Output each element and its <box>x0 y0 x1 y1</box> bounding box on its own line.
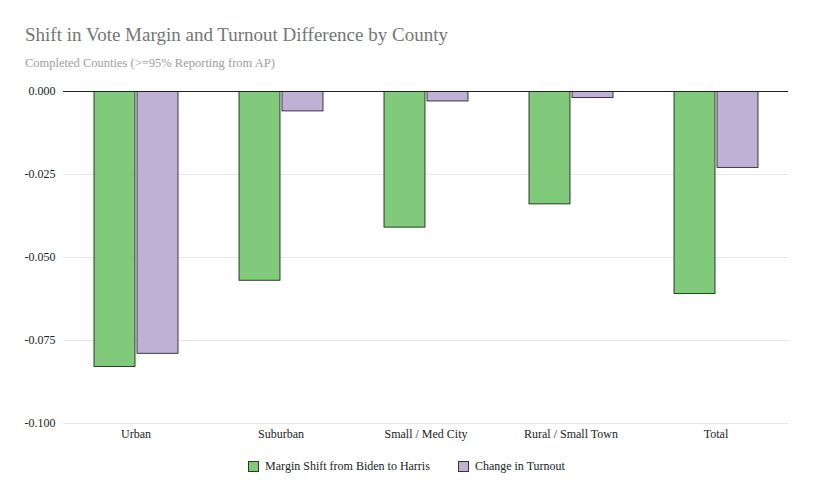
svg-text:Suburban: Suburban <box>258 427 304 441</box>
svg-text:-0.050: -0.050 <box>25 250 56 264</box>
svg-text:-0.075: -0.075 <box>25 333 56 347</box>
html-text:Completed Counties (>=95% Repo: Completed Counties (>=95% Reporting from… <box>25 56 275 70</box>
svg-text:Rural / Small Town: Rural / Small Town <box>524 427 618 441</box>
svg-text:Small / Med City: Small / Med City <box>384 427 467 441</box>
html-text:Margin Shift from Biden to Har: Margin Shift from Biden to Harris <box>265 459 430 473</box>
svg-text:-0.100: -0.100 <box>25 416 56 430</box>
svg-text:Total: Total <box>704 427 729 441</box>
svg-text:Urban: Urban <box>121 427 151 441</box>
svg-text:0.000: 0.000 <box>29 84 56 98</box>
html-text:Shift in Vote Margin and Turno: Shift in Vote Margin and Turnout Differe… <box>25 24 448 45</box>
html-text:Change in Turnout: Change in Turnout <box>474 459 565 473</box>
svg-text:-0.025: -0.025 <box>25 167 56 181</box>
